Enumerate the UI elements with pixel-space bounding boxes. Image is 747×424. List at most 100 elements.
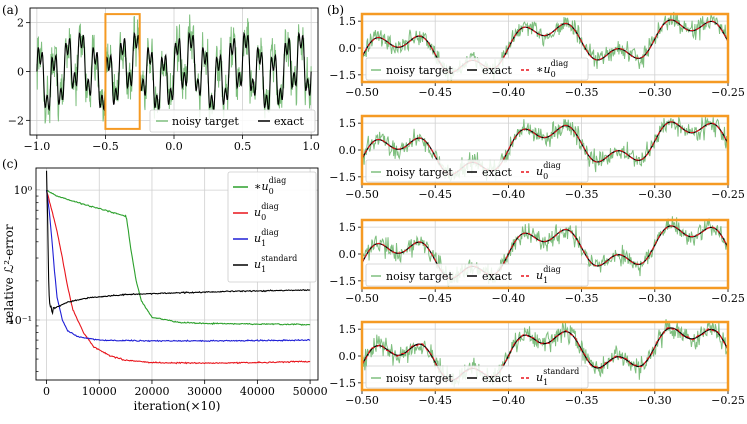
axes-frame — [360, 12, 730, 84]
legend-noisy-label: noisy target — [386, 270, 453, 283]
y-tick-label: 0.0 — [339, 144, 357, 157]
legend-fit-label: u1diag — [536, 265, 561, 285]
legend-label: u1diag — [254, 228, 279, 248]
legend-exact-label: exact — [274, 115, 304, 128]
x-tick-label: −0.30 — [638, 292, 672, 305]
series-line — [46, 190, 311, 365]
x-axis-label: iteration(×10) — [134, 399, 221, 413]
legend-box — [365, 57, 589, 81]
x-tick-label: −0.35 — [565, 394, 599, 407]
x-tick-label: −0.50 — [345, 188, 379, 201]
legend-label: u0diag — [254, 202, 279, 222]
panel-label-b: (b) — [327, 3, 344, 17]
axes-frame — [35, 167, 319, 381]
x-tick-label: 30000 — [187, 385, 222, 398]
x-tick-label: −0.40 — [492, 292, 526, 305]
x-tick-label: −0.25 — [711, 188, 745, 201]
x-tick-label: −0.50 — [345, 292, 379, 305]
x-tick-label: −0.25 — [711, 292, 745, 305]
x-tick-label: −0.35 — [565, 86, 599, 99]
exact-line — [361, 327, 729, 381]
series-line — [45, 170, 311, 316]
x-tick-label: −0.40 — [492, 394, 526, 407]
y-tick-label: −1.5 — [329, 377, 356, 390]
y-tick-label: 2 — [17, 17, 24, 30]
y-tick-label: 10⁰ — [14, 184, 33, 197]
y-tick-label: 1.5 — [339, 117, 357, 130]
chart-b: −0.50 −0.45 −0.40 −0.35 −0.30 −0.25 1.5 0.0 −1.5… — [329, 11, 745, 407]
legend-exact-label: exact — [482, 372, 512, 385]
x-tick-label: 0.0 — [165, 140, 183, 153]
x-tick-label: −0.45 — [418, 394, 452, 407]
zoom-highlight-box — [104, 13, 141, 130]
legend-noisy-label: noisy target — [386, 372, 453, 385]
legend-noisy-label: noisy target — [172, 115, 239, 128]
x-tick-label: −0.25 — [711, 394, 745, 407]
x-tick-label: 10000 — [82, 385, 117, 398]
y-tick-label: 0.0 — [339, 42, 357, 55]
legend-fit-label: u1standard — [536, 367, 579, 387]
subplot-b4: −0.50 −0.45 −0.40 −0.35 −0.30 −0.25 1.5 0.0 −1.5… — [329, 319, 745, 407]
fit-line — [361, 19, 729, 73]
legend-fit-label: ∗u0diag — [536, 59, 568, 79]
x-tick-label: −0.30 — [638, 86, 672, 99]
x-tick-label: −0.45 — [418, 86, 452, 99]
x-tick-label: −0.30 — [638, 188, 672, 201]
y-tick-label: −1.5 — [329, 275, 356, 288]
legend-box — [365, 159, 589, 183]
x-tick-label: −0.35 — [565, 188, 599, 201]
x-tick-label: −0.45 — [418, 292, 452, 305]
panel-label-a: (a) — [2, 3, 19, 17]
axes-frame — [360, 114, 730, 186]
subplot-b2: −0.50 −0.45 −0.40 −0.35 −0.30 −0.25 1.5 0.0 −1.5… — [329, 114, 745, 201]
noisy-target-line — [361, 216, 729, 288]
legend-fit-label: u0diag — [536, 161, 561, 181]
x-tick-label: −0.40 — [492, 86, 526, 99]
x-tick-label: 0.5 — [234, 140, 252, 153]
y-tick-label: 1.5 — [339, 323, 357, 336]
y-tick-label: 10⁻¹ — [8, 314, 32, 327]
series-line — [45, 189, 311, 343]
legend-box — [365, 263, 589, 287]
x-tick-label: 0 — [43, 385, 50, 398]
legend-exact-label: exact — [482, 166, 512, 179]
y-tick-label: 0.0 — [339, 248, 357, 261]
x-tick-label: −0.50 — [345, 86, 379, 99]
y-tick-label: −2 — [8, 114, 24, 127]
fit-line — [361, 121, 729, 175]
x-tick-label: 20000 — [134, 385, 169, 398]
legend-noisy-label: noisy target — [386, 166, 453, 179]
y-tick-label: −1.5 — [329, 69, 356, 82]
axes-frame — [360, 218, 730, 290]
y-tick-label: −1.5 — [329, 171, 356, 184]
x-tick-label: −0.45 — [418, 188, 452, 201]
legend-label: u1standard — [254, 254, 297, 274]
axes-frame — [29, 7, 319, 136]
chart-c: 0 10000 20000 30000 40000 50000 10⁰ 10⁻¹ iterati… — [2, 167, 328, 413]
y-tick-label: 0.0 — [339, 350, 357, 363]
x-tick-label: −0.50 — [345, 394, 379, 407]
x-tick-label: −0.35 — [565, 292, 599, 305]
legend-exact-label: exact — [482, 270, 512, 283]
fit-line — [361, 327, 729, 382]
x-tick-label: −1.0 — [23, 140, 50, 153]
x-tick-label: 1.0 — [302, 140, 320, 153]
legend-box — [365, 365, 589, 389]
y-tick-label: 0 — [17, 66, 24, 79]
legend-noisy-label: noisy target — [386, 64, 453, 77]
x-tick-label: −0.40 — [492, 188, 526, 201]
y-tick-label: 1.5 — [339, 221, 357, 234]
subplot-b1: −0.50 −0.45 −0.40 −0.35 −0.30 −0.25 1.5 0.0 −1.5… — [329, 11, 745, 99]
fit-line — [361, 225, 729, 279]
panel-label-c: (c) — [2, 157, 18, 171]
legend-label: ∗u0diag — [254, 176, 286, 196]
legend-box — [227, 171, 317, 283]
legend-exact-label: exact — [482, 64, 512, 77]
x-tick-label: −0.30 — [638, 394, 672, 407]
x-tick-label: −0.25 — [711, 86, 745, 99]
legend-box — [149, 109, 316, 133]
exact-line — [36, 31, 312, 112]
x-tick-label: 50000 — [293, 385, 328, 398]
chart-a: −1.0 −0.5 0.0 0.5 1.0 2 0 −2 noisy target exact — [8, 7, 320, 153]
